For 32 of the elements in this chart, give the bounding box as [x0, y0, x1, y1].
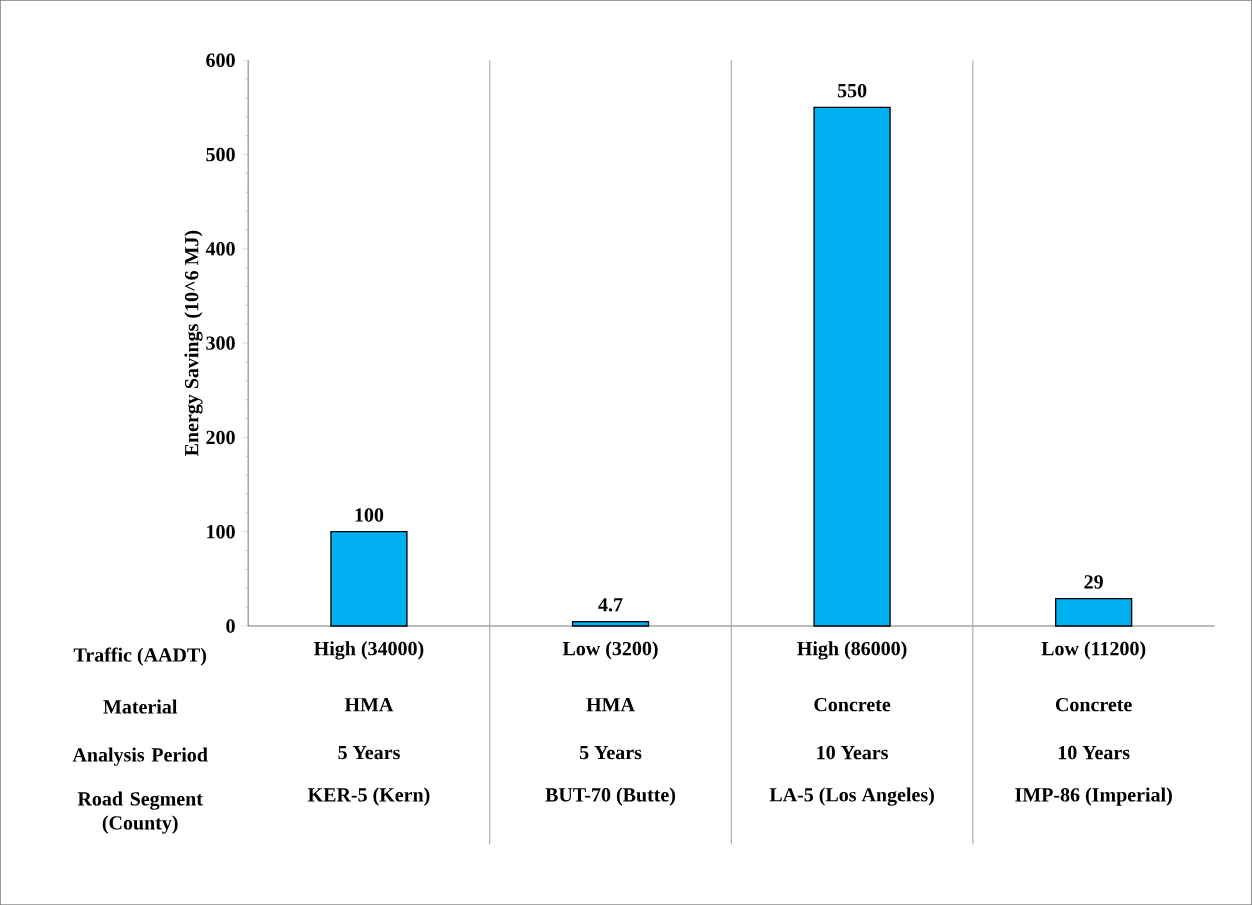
text: 5 Years: [338, 745, 400, 760]
text: HMA: [586, 697, 635, 712]
text: Analysis Period: [72, 747, 208, 766]
y-tick-label: 300: [206, 336, 235, 350]
y-axis-title: Energy Savings (10^6 MJ): [184, 230, 203, 456]
data-label: 4.7: [598, 598, 623, 612]
text: HMA: [344, 697, 394, 712]
y-tick-label: 400: [205, 242, 235, 256]
text: Road Segment (County): [77, 791, 203, 834]
data-label: 29: [1084, 575, 1103, 589]
x-tick-label: High (86000): [797, 641, 907, 660]
x-tick-label: Low (11200): [1041, 641, 1146, 660]
text: Material: [103, 699, 178, 714]
text: Traffic (AADT): [73, 647, 207, 666]
text: BUT-70 (Butte): [545, 787, 676, 806]
text: LA-5 (Los Angeles): [769, 787, 934, 806]
text: IMP-86 (Imperial): [1015, 787, 1172, 806]
y-tick-label: 600: [206, 53, 235, 67]
y-tick-label: 200: [206, 430, 235, 445]
text: Concrete: [1055, 697, 1132, 712]
text: 10 Years: [1058, 745, 1130, 760]
y-tick-label: 500: [206, 147, 235, 162]
text: 10 Years: [817, 745, 888, 760]
text: Concrete: [814, 697, 891, 712]
y-tick-label: 100: [207, 524, 235, 539]
x-tick-label: High (34000): [314, 641, 424, 660]
y-tick-label: 0: [226, 619, 235, 633]
data-label: 100: [355, 508, 384, 522]
text: KER-5 (Kern): [307, 787, 430, 806]
text: 5 Years: [579, 745, 642, 760]
x-tick-label: Low (3200): [562, 641, 658, 660]
data-label: 550: [837, 83, 867, 98]
